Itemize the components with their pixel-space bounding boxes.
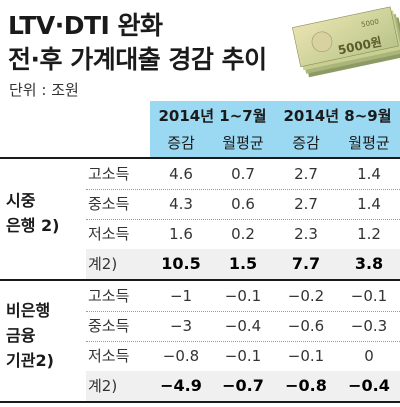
row-label: 중소득 bbox=[88, 317, 130, 335]
table-row: 중소득 4.3 0.6 2.7 1.4 bbox=[86, 189, 400, 219]
cell-value: −0.2 bbox=[287, 287, 325, 305]
cell-value: 3.8 bbox=[354, 254, 384, 273]
table-row: 고소득 4.6 0.7 2.7 1.4 bbox=[86, 159, 400, 189]
cell-value: 2.7 bbox=[294, 165, 318, 183]
cell-value: −3 bbox=[169, 317, 193, 335]
cell-value: −4.9 bbox=[160, 376, 202, 395]
row-label: 계2) bbox=[88, 377, 118, 395]
cell-value: −0.7 bbox=[222, 376, 264, 395]
cell-value: 7.7 bbox=[291, 254, 321, 273]
cell-value: 2.7 bbox=[294, 195, 318, 213]
subheader-change-1: 증감 bbox=[167, 134, 195, 152]
cell-value: 4.6 bbox=[169, 165, 193, 183]
row-divider bbox=[86, 189, 400, 190]
cell-value: −0.1 bbox=[224, 287, 262, 305]
row-divider bbox=[86, 341, 400, 342]
unit-label: 단위 : 조원 bbox=[9, 81, 79, 99]
cell-value: 4.3 bbox=[169, 195, 193, 213]
total-row: 계2) 10.5 1.5 7.7 3.8 bbox=[86, 249, 400, 279]
title-line-2: 전·후 가계대출 경감 추이 bbox=[8, 45, 267, 74]
cell-value: −0.1 bbox=[224, 347, 262, 365]
cell-value: 10.5 bbox=[161, 254, 201, 273]
row-label: 고소득 bbox=[88, 165, 130, 183]
cell-value: 1.5 bbox=[228, 254, 258, 273]
total-row: 계2) −4.9 −0.7 −0.8 −0.4 bbox=[86, 371, 400, 401]
header-divider bbox=[0, 157, 400, 159]
period-header-1: 2014년 1~7월 bbox=[158, 107, 267, 125]
cell-value: 1.6 bbox=[169, 225, 193, 243]
row-label: 계2) bbox=[88, 255, 118, 273]
row-label: 저소득 bbox=[88, 347, 130, 365]
cell-value: 1.2 bbox=[357, 225, 381, 243]
cell-value: 0.6 bbox=[231, 195, 255, 213]
subheader-monthly-avg-2: 월평균 bbox=[348, 134, 390, 152]
cell-value: 0 bbox=[364, 347, 374, 365]
row-label: 저소득 bbox=[88, 225, 130, 243]
table-row: 저소득 −0.8 −0.1 −0.1 0 bbox=[86, 341, 400, 371]
group-category-1: 비은행 금융 기관2) bbox=[6, 300, 54, 370]
group-divider bbox=[0, 401, 400, 403]
money-stack-illustration: 5000 5000원 bbox=[292, 6, 400, 78]
header-band: 2014년 1~7월 2014년 8~9월 증감 월평균 증감 월평균 bbox=[150, 101, 400, 157]
table-row: 저소득 1.6 0.2 2.3 1.2 bbox=[86, 219, 400, 249]
cell-value: −0.1 bbox=[287, 347, 325, 365]
row-divider bbox=[86, 311, 400, 312]
cell-value: 2.3 bbox=[294, 225, 318, 243]
subheader-change-2: 증감 bbox=[292, 134, 320, 152]
period-header-2: 2014년 8~9월 bbox=[283, 107, 392, 125]
table-row: 중소득 −3 −0.4 −0.6 −0.3 bbox=[86, 311, 400, 341]
cell-value: −0.3 bbox=[350, 317, 388, 335]
cell-value: 0.2 bbox=[231, 225, 255, 243]
cell-value: −0.1 bbox=[350, 287, 388, 305]
title-line-1: LTV·DTI 완화 bbox=[8, 11, 163, 40]
cell-value: −0.4 bbox=[224, 317, 262, 335]
row-label: 고소득 bbox=[88, 287, 130, 305]
row-divider bbox=[86, 219, 400, 220]
cell-value: −0.4 bbox=[348, 376, 390, 395]
cell-value: −0.6 bbox=[287, 317, 325, 335]
group-divider bbox=[0, 279, 400, 281]
cell-value: 1.4 bbox=[357, 165, 381, 183]
table-row: 고소득 −1 −0.1 −0.2 −0.1 bbox=[86, 281, 400, 311]
cell-value: −0.8 bbox=[162, 347, 200, 365]
loan-table: 2014년 1~7월 2014년 8~9월 증감 월평균 증감 월평균 시중 은… bbox=[0, 101, 400, 407]
money-label-2: 5000 bbox=[361, 18, 380, 30]
cell-value: −1 bbox=[169, 287, 193, 305]
cell-value: −0.8 bbox=[285, 376, 327, 395]
group-category-0: 시중 은행 2) bbox=[6, 191, 60, 235]
cell-value: 0.7 bbox=[231, 165, 255, 183]
row-label: 중소득 bbox=[88, 195, 130, 213]
cell-value: 1.4 bbox=[357, 195, 381, 213]
subheader-monthly-avg-1: 월평균 bbox=[222, 134, 264, 152]
